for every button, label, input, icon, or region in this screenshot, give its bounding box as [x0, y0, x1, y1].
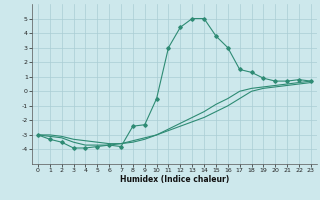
X-axis label: Humidex (Indice chaleur): Humidex (Indice chaleur) — [120, 175, 229, 184]
